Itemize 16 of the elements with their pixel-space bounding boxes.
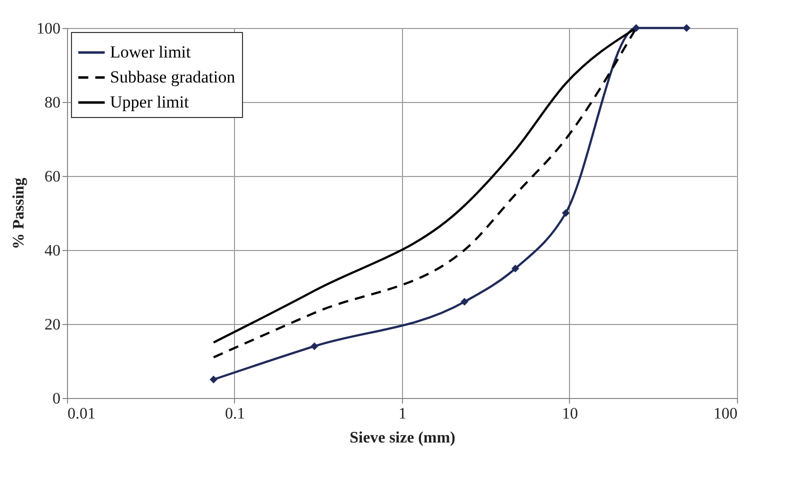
legend-label: Upper limit <box>110 92 190 112</box>
legend-label: Subbase gradation <box>110 68 236 86</box>
legend-label: Lower limit <box>110 42 192 62</box>
y-tick-label: 80 <box>44 94 60 112</box>
y-tick-label: 0 <box>52 390 60 408</box>
y-tick-label: 100 <box>36 20 60 38</box>
x-tick-label: 10 <box>562 406 578 422</box>
y-tick-label: 20 <box>44 316 60 334</box>
x-axis-title: Sieve size (mm) <box>350 430 456 446</box>
x-tick-label: 0.1 <box>225 406 245 422</box>
x-tick-label: 1 <box>398 406 406 422</box>
y-axis-title: % Passing <box>10 178 28 250</box>
y-tick-label: 60 <box>44 168 60 186</box>
y-tick-label: 40 <box>44 242 60 260</box>
x-tick-label: 100 <box>714 406 738 422</box>
x-tick-label: 0.01 <box>68 406 96 422</box>
